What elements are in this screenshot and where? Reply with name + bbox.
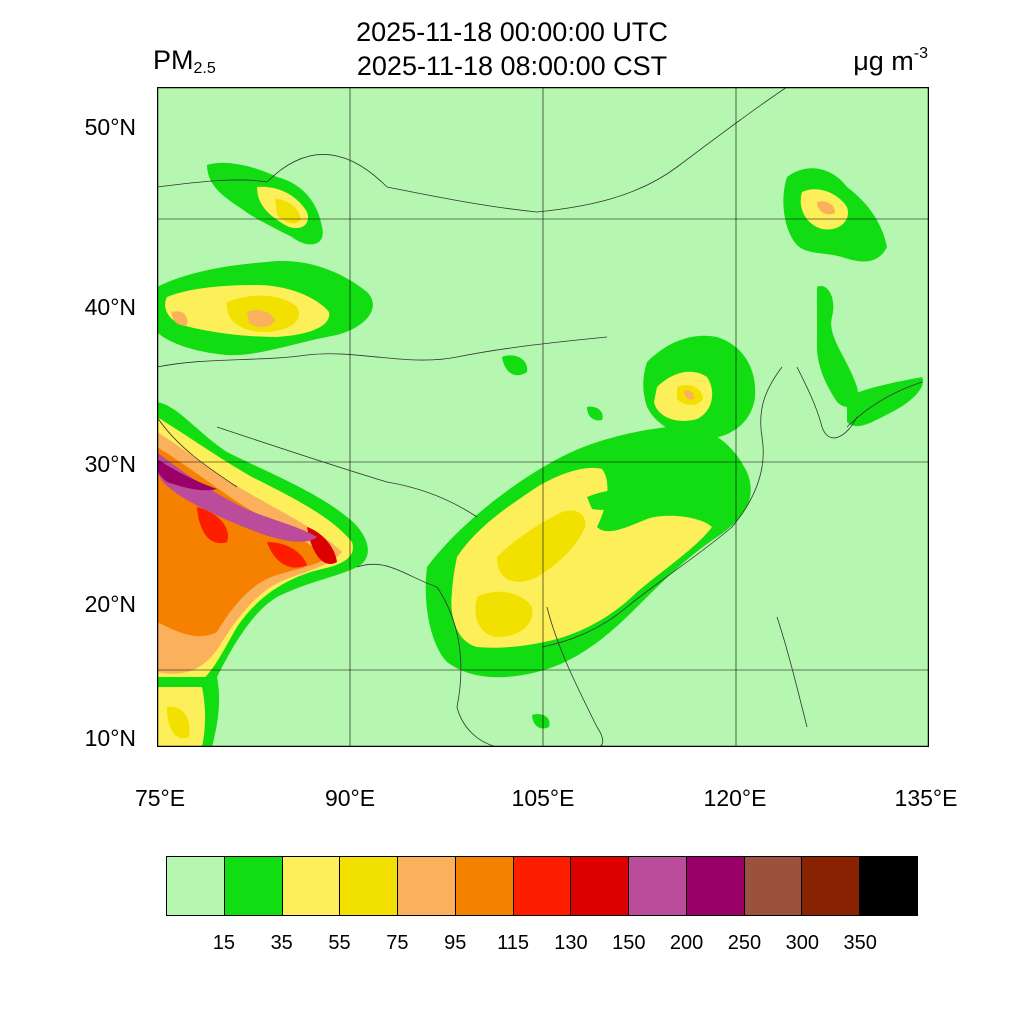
lon-label-105e: 105°E	[511, 785, 575, 811]
graticule	[157, 87, 929, 747]
colorbar-label: 300	[785, 932, 819, 954]
lat-label-50n: 50°N	[84, 114, 136, 140]
colorbar-swatch	[513, 857, 572, 915]
variable-label: PM2.5	[153, 45, 216, 78]
patch-sichuan	[502, 355, 528, 376]
variable-name: PM	[153, 45, 194, 75]
concentration-northwest-basin	[157, 261, 373, 356]
title-utc: 2025-11-18 00:00:00 UTC	[356, 17, 668, 47]
colorbar-swatch	[686, 857, 745, 915]
lat-label-10n: 10°N	[84, 725, 136, 751]
colorbar-label: 115	[497, 932, 529, 954]
concentration-northwest-top	[207, 162, 323, 245]
colorbar-label: 150	[612, 932, 646, 954]
colorbar-label: 130	[554, 932, 588, 954]
colorbar-label: 35	[270, 932, 293, 954]
lat-label-40n: 40°N	[84, 294, 136, 320]
map-border	[157, 87, 929, 747]
colorbar-swatch	[860, 857, 917, 915]
colorbar-label: 15	[212, 932, 235, 954]
variable-subscript: 2.5	[193, 60, 216, 77]
colorbar-label: 250	[727, 932, 762, 954]
colorbar-label: 200	[669, 932, 704, 954]
lat-label-30n: 30°N	[84, 451, 136, 477]
boundaries	[157, 87, 923, 747]
concentration-india	[157, 402, 368, 747]
title-cst: 2025-11-18 08:00:00 CST	[356, 51, 668, 81]
colorbar-swatch	[571, 857, 630, 915]
lat-label-20n: 20°N	[84, 591, 136, 617]
patch-central	[587, 406, 603, 421]
colorbar-label: 55	[328, 932, 351, 954]
lon-label-135e: 135°E	[894, 785, 958, 811]
concentration-north-china	[643, 335, 756, 439]
colorbar-swatch	[744, 857, 803, 915]
colorbar-swatch	[455, 857, 514, 915]
colorbar-swatch	[167, 857, 225, 915]
patch-vietnam	[532, 714, 550, 729]
unit-superscript: -3	[913, 45, 928, 62]
pm25-map	[157, 87, 929, 747]
lon-label-75e: 75°E	[134, 785, 186, 811]
colorbar-swatch	[398, 857, 456, 915]
colorbar-swatch	[802, 857, 861, 915]
colorbar-swatch	[224, 857, 283, 915]
colorbar-label: 350	[843, 932, 877, 954]
lon-label-120e: 120°E	[703, 785, 767, 811]
colorbar-swatch	[282, 857, 341, 915]
colorbar-label: 75	[386, 932, 409, 954]
colorbar	[166, 856, 918, 916]
concentration-south-india	[157, 677, 220, 747]
lon-label-90e: 90°E	[324, 785, 376, 811]
colorbar-swatch	[629, 857, 687, 915]
concentration-northeast	[783, 168, 923, 427]
concentration-south-china	[425, 426, 751, 678]
colorbar-swatch	[340, 857, 399, 915]
colorbar-label: 95	[444, 932, 467, 954]
unit-text: μg m	[853, 46, 914, 76]
unit-label: μg m-3	[853, 45, 928, 77]
